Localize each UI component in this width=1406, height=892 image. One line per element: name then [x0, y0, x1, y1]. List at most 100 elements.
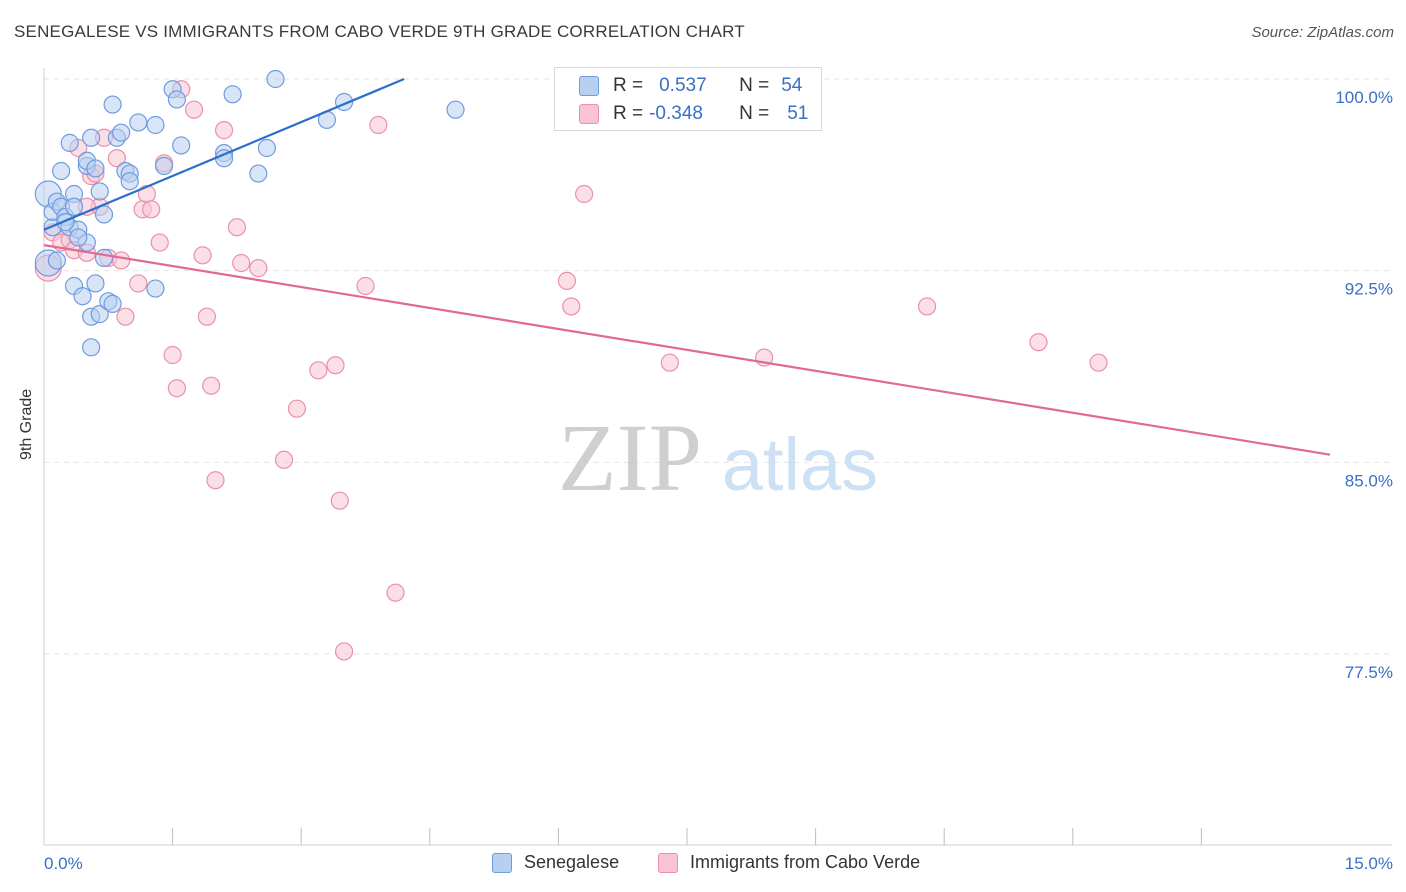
point-cabo-verde	[386, 583, 405, 602]
point-cabo-verde	[129, 274, 148, 293]
point-cabo-verde	[193, 246, 212, 265]
legend-row-senegalese: R = 0.537 N = 54	[579, 72, 802, 100]
point-cabo-verde	[575, 184, 594, 204]
point-cabo-verde	[334, 642, 354, 661]
point-senegalese	[446, 100, 465, 119]
point-cabo-verde	[227, 218, 246, 237]
point-senegalese	[120, 172, 139, 191]
trend-lines	[43, 77, 1331, 456]
point-senegalese	[167, 90, 186, 109]
point-cabo-verde	[1089, 353, 1108, 372]
point-senegalese	[90, 182, 109, 201]
bottom-swatch-cabo-verde	[658, 852, 678, 873]
points-senegalese	[34, 69, 465, 357]
point-cabo-verde	[1029, 333, 1048, 352]
point-senegalese	[64, 197, 84, 216]
point-senegalese	[257, 138, 277, 158]
point-cabo-verde	[150, 233, 169, 252]
point-cabo-verde	[163, 345, 182, 365]
point-senegalese	[90, 305, 109, 324]
point-senegalese	[249, 164, 268, 183]
source-credit: Source: ZipAtlas.com	[1251, 24, 1394, 41]
trend-line-senegalese	[43, 77, 405, 231]
point-senegalese	[223, 85, 242, 104]
point-senegalese	[266, 69, 285, 89]
point-senegalese	[146, 115, 165, 135]
point-senegalese	[172, 136, 191, 155]
legend-row-cabo-verde: R = -0.348 N = 51	[579, 100, 808, 128]
bottom-legend-cabo-verde: Immigrants from Cabo Verde	[658, 852, 920, 873]
point-senegalese	[94, 248, 114, 267]
point-senegalese	[129, 113, 148, 132]
point-cabo-verde	[214, 121, 234, 140]
chart-title: SENEGALESE VS IMMIGRANTS FROM CABO VERDE…	[14, 22, 745, 41]
legend-swatch-cabo-verde	[579, 104, 599, 124]
point-cabo-verde	[369, 115, 388, 135]
point-cabo-verde	[142, 200, 161, 219]
bottom-legend-label: Senegalese	[524, 852, 620, 872]
point-cabo-verde	[232, 253, 251, 273]
gridlines	[44, 78, 1394, 655]
point-cabo-verde	[167, 379, 186, 398]
point-senegalese	[69, 228, 88, 247]
point-senegalese	[94, 205, 114, 224]
point-cabo-verde	[287, 399, 307, 418]
point-cabo-verde	[326, 356, 345, 375]
legend-r-label: R =	[613, 103, 644, 124]
point-cabo-verde	[116, 307, 135, 326]
point-senegalese	[154, 156, 174, 175]
point-cabo-verde	[330, 491, 349, 510]
y-tick-label: 92.5%	[1345, 280, 1393, 299]
stats-legend: R = 0.537 N = 54 R = -0.348 N = 51	[554, 67, 822, 131]
bottom-legend-senegalese: Senegalese	[492, 852, 619, 873]
tick-labels: 100.0% 92.5% 85.0% 77.5% 0.0% 15.0%	[44, 88, 1393, 873]
legend-r-value: 0.537	[659, 75, 707, 96]
x-tick-label-left: 0.0%	[44, 854, 83, 873]
point-senegalese	[52, 161, 71, 181]
watermark-atlas: atlas	[722, 423, 878, 506]
legend-r-label: R =	[613, 75, 644, 96]
point-cabo-verde	[562, 297, 581, 316]
points-cabo-verde	[34, 80, 1108, 661]
point-cabo-verde	[249, 259, 268, 278]
point-senegalese	[103, 95, 122, 114]
x-tick-label-right: 15.0%	[1345, 854, 1393, 873]
point-cabo-verde	[206, 471, 225, 490]
bottom-swatch-senegalese	[492, 852, 512, 873]
point-cabo-verde	[660, 353, 679, 372]
point-cabo-verde	[107, 149, 126, 168]
watermark-zip: ZIP	[558, 404, 702, 511]
axes	[43, 68, 1392, 846]
point-cabo-verde	[112, 251, 131, 270]
y-tick-label: 85.0%	[1345, 471, 1393, 490]
point-cabo-verde	[197, 307, 216, 326]
legend-n-label: N =	[739, 103, 770, 124]
y-tick-label: 100.0%	[1335, 88, 1393, 107]
point-cabo-verde	[557, 271, 577, 290]
legend-n-value: 54	[781, 75, 803, 96]
watermark: ZIP atlas	[558, 404, 878, 511]
point-senegalese	[86, 274, 105, 293]
point-senegalese	[103, 294, 122, 313]
legend-swatch-senegalese	[579, 76, 599, 96]
trend-line-cabo-verde	[43, 244, 1331, 456]
point-senegalese	[146, 279, 165, 298]
legend-r-value: -0.348	[649, 103, 703, 124]
point-senegalese	[60, 133, 79, 152]
point-cabo-verde	[202, 376, 221, 395]
point-senegalese	[47, 251, 66, 270]
point-senegalese	[86, 159, 105, 178]
point-cabo-verde	[356, 276, 375, 296]
point-senegalese	[73, 287, 92, 306]
point-cabo-verde	[917, 297, 937, 316]
y-axis-label: 9th Grade	[18, 388, 35, 460]
point-cabo-verde	[309, 361, 328, 380]
legend-n-label: N =	[739, 75, 770, 96]
y-tick-label: 77.5%	[1345, 663, 1393, 682]
point-senegalese	[82, 338, 101, 357]
bottom-legend-label: Immigrants from Cabo Verde	[690, 852, 921, 872]
point-cabo-verde	[184, 100, 204, 119]
legend-n-value: 51	[787, 103, 809, 124]
point-senegalese	[82, 128, 101, 147]
